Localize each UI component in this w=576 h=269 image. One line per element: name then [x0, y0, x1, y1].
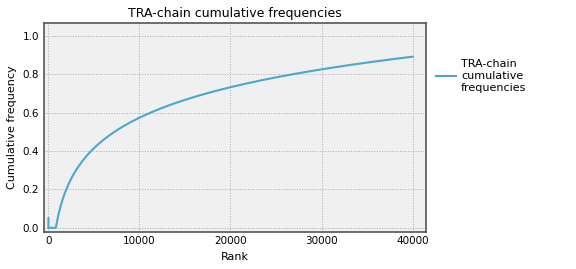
X-axis label: Rank: Rank: [221, 252, 249, 262]
Line: TRA-chain
cumulative
frequencies: TRA-chain cumulative frequencies: [48, 57, 412, 228]
TRA-chain
cumulative
frequencies: [45, 217, 52, 220]
Title: TRA-chain cumulative frequencies: TRA-chain cumulative frequencies: [128, 7, 342, 20]
TRA-chain
cumulative
frequencies: [166, 104, 173, 107]
TRA-chain
cumulative
frequencies: [45, 226, 52, 229]
TRA-chain
cumulative
frequencies: [190, 95, 197, 99]
TRA-chain
cumulative
frequencies: [118, 126, 124, 129]
TRA-chain
cumulative
frequencies: [266, 77, 273, 80]
TRA-chain
cumulative
frequencies: [393, 57, 400, 60]
TRA-chain
cumulative
frequencies: [409, 55, 416, 58]
Legend: TRA-chain
cumulative
frequencies: TRA-chain cumulative frequencies: [435, 59, 526, 93]
TRA-chain
cumulative
frequencies: [220, 87, 227, 91]
Y-axis label: Cumulative frequency: Cumulative frequency: [7, 65, 17, 189]
